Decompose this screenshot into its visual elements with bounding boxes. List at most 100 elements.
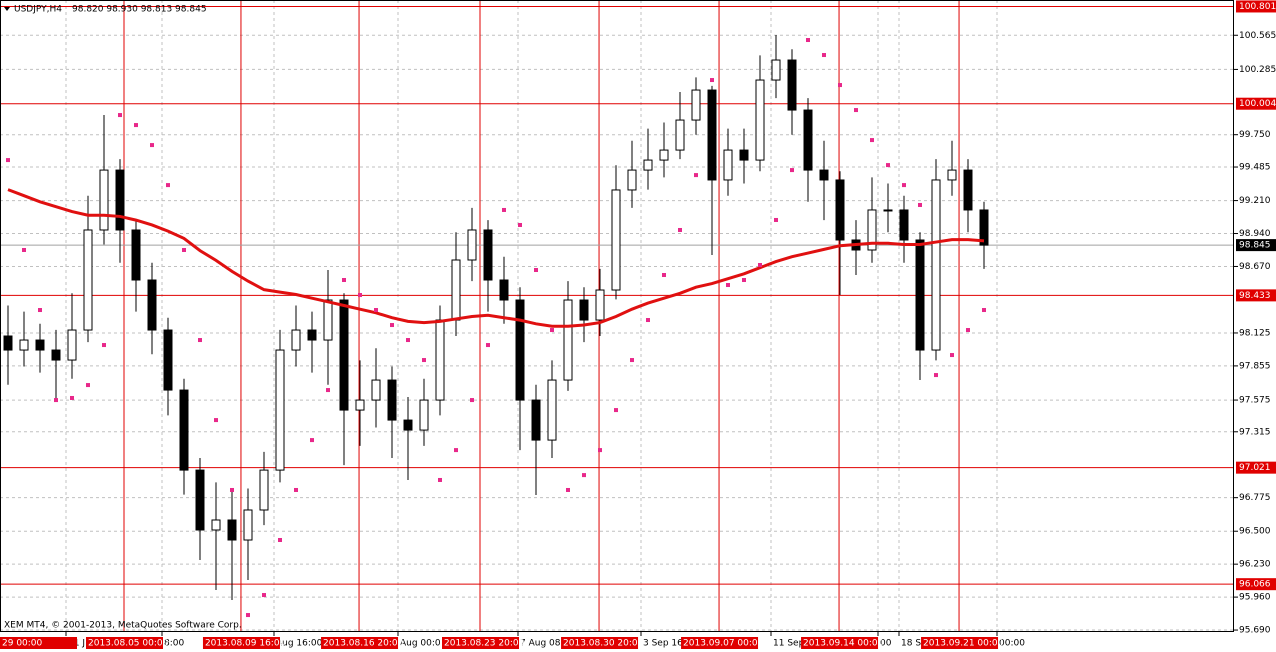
period-label: 2013.09.21 00:00: [923, 639, 1004, 649]
sar-dot: [886, 163, 890, 168]
copyright: XEM MT4, © 2001-2013, MetaQuotes Softwar…: [4, 621, 242, 631]
candle-body: [883, 209, 893, 212]
sar-dot: [630, 358, 634, 363]
sar-dot: [918, 202, 922, 207]
period-label-bg: [561, 637, 639, 649]
sar-dot: [966, 328, 970, 333]
sar-dot: [246, 613, 250, 618]
sar-dot: [22, 247, 26, 252]
sar-dot: [502, 207, 506, 212]
period-label: 29 00:00: [2, 639, 43, 649]
sar-dot: [646, 318, 650, 323]
sar-dot: [134, 123, 138, 128]
menu-icon[interactable]: [4, 7, 10, 11]
plot-border: [0, 0, 1234, 632]
period-label-bg: [801, 637, 879, 649]
period-label: 2013.08.09 16:00: [205, 639, 286, 649]
candle-body: [659, 149, 669, 161]
candle-body: [83, 229, 93, 331]
sar-dot: [422, 358, 426, 363]
sar-dot: [566, 487, 570, 492]
sar-dot: [582, 473, 586, 478]
candle-body: [563, 299, 573, 381]
sar-dot: [758, 263, 762, 268]
y-tick-label: 97.855: [1239, 361, 1271, 371]
y-tick-label: 95.960: [1239, 593, 1271, 603]
level-label: 97.021: [1239, 463, 1271, 473]
candle-body: [35, 339, 45, 351]
candle-body: [323, 299, 333, 341]
period-label-bg: [202, 637, 280, 649]
sar-dot: [470, 398, 474, 403]
period-label-bg: [86, 637, 163, 649]
level-label: 98.433: [1239, 291, 1271, 301]
level-label: 100.004: [1239, 99, 1276, 109]
sar-dot: [438, 477, 442, 482]
y-tick-label: 95.690: [1239, 626, 1271, 636]
sar-dot: [486, 343, 490, 348]
sar-dot: [406, 338, 410, 343]
candle-body: [291, 329, 301, 351]
candle-body: [515, 299, 525, 401]
x-tick-label: 00:00: [999, 639, 1025, 649]
candle-body: [547, 379, 557, 441]
candle-body: [675, 119, 685, 151]
level-label-bg: [1236, 578, 1276, 591]
sar-dot: [902, 183, 906, 188]
sar-dot: [774, 217, 778, 222]
sar-dot: [518, 222, 522, 227]
sar-dot: [454, 448, 458, 453]
y-tick-label: 97.315: [1239, 427, 1271, 437]
x-tick-label: 3 Sep 16: [643, 639, 683, 649]
candle-body: [3, 335, 13, 351]
candle-body: [771, 59, 781, 81]
sar-dot: [694, 173, 698, 178]
y-tick-label: 98.670: [1239, 262, 1271, 272]
sar-dot: [678, 227, 682, 232]
candle-body: [211, 519, 221, 531]
sar-dot: [550, 328, 554, 333]
sar-dot: [182, 247, 186, 252]
sar-dot: [326, 388, 330, 393]
candle-body: [99, 169, 109, 231]
candle-body: [803, 109, 813, 171]
period-label-bg: [921, 637, 999, 649]
candle-body: [451, 259, 461, 321]
candle-body: [403, 419, 413, 431]
period-label-bg: [0, 637, 77, 649]
sar-dot: [278, 538, 282, 543]
sar-dot: [614, 408, 618, 413]
x-tick-label: 11 Sep: [773, 639, 805, 649]
sar-dot: [854, 108, 858, 113]
moving-average: [7, 188, 985, 328]
x-tick-label: 8:00: [164, 639, 184, 649]
sar-dot: [342, 278, 346, 283]
period-label: 2013.08.05 00:00: [88, 639, 169, 649]
candle-body: [739, 149, 749, 161]
candle-body: [595, 289, 605, 321]
candle-body: [131, 229, 141, 281]
period-label: 2013.08.16 20:00: [323, 639, 404, 649]
period-label-bg: [321, 637, 399, 649]
candle-body: [835, 179, 845, 241]
level-label-bg: [1236, 461, 1276, 474]
sar-dot: [54, 398, 58, 403]
period-label: 2013.08.23 20:00: [444, 639, 525, 649]
level-label-bg: [1236, 289, 1276, 302]
candle-body: [979, 209, 989, 246]
x-tick-label: Aug 00:0: [400, 639, 441, 649]
y-tick-label: 96.230: [1239, 560, 1271, 570]
y-tick-label: 100.285: [1239, 65, 1276, 75]
last-price-bg: [1236, 239, 1276, 252]
candle-body: [467, 229, 477, 261]
y-tick-label: 100.565: [1239, 31, 1276, 41]
last-price-label: 98.845: [1239, 241, 1271, 251]
sar-dot: [726, 283, 730, 288]
sar-dot: [934, 373, 938, 378]
y-tick-label: 96.775: [1239, 493, 1271, 503]
sar-dot: [294, 487, 298, 492]
y-tick-label: 97.575: [1239, 396, 1271, 406]
sar-dot: [150, 143, 154, 148]
sar-dot: [598, 448, 602, 453]
y-tick-label: 99.210: [1239, 196, 1271, 206]
